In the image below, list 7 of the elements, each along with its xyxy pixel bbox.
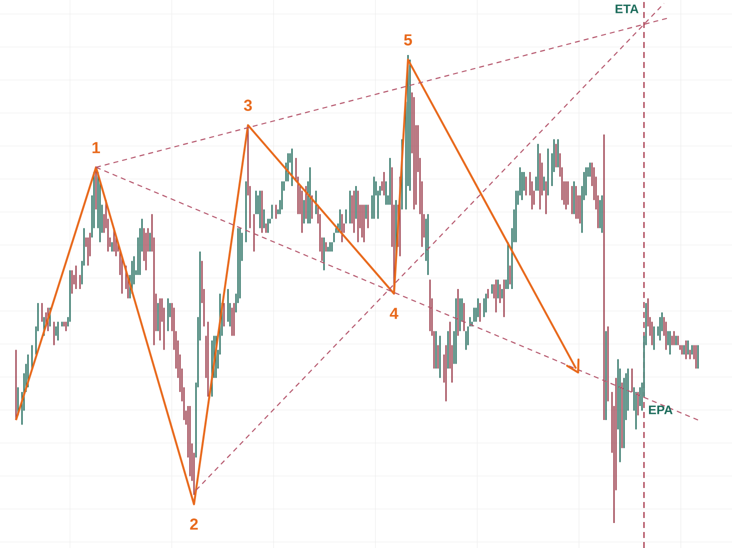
annotation: 4: [390, 308, 398, 319]
annotation: EPA: [649, 406, 673, 414]
annotation: 3: [244, 100, 252, 111]
annotation: 5: [404, 34, 412, 46]
annotation: 1: [92, 142, 100, 154]
text: ETA: [616, 4, 638, 14]
annotation: 2: [190, 518, 198, 530]
